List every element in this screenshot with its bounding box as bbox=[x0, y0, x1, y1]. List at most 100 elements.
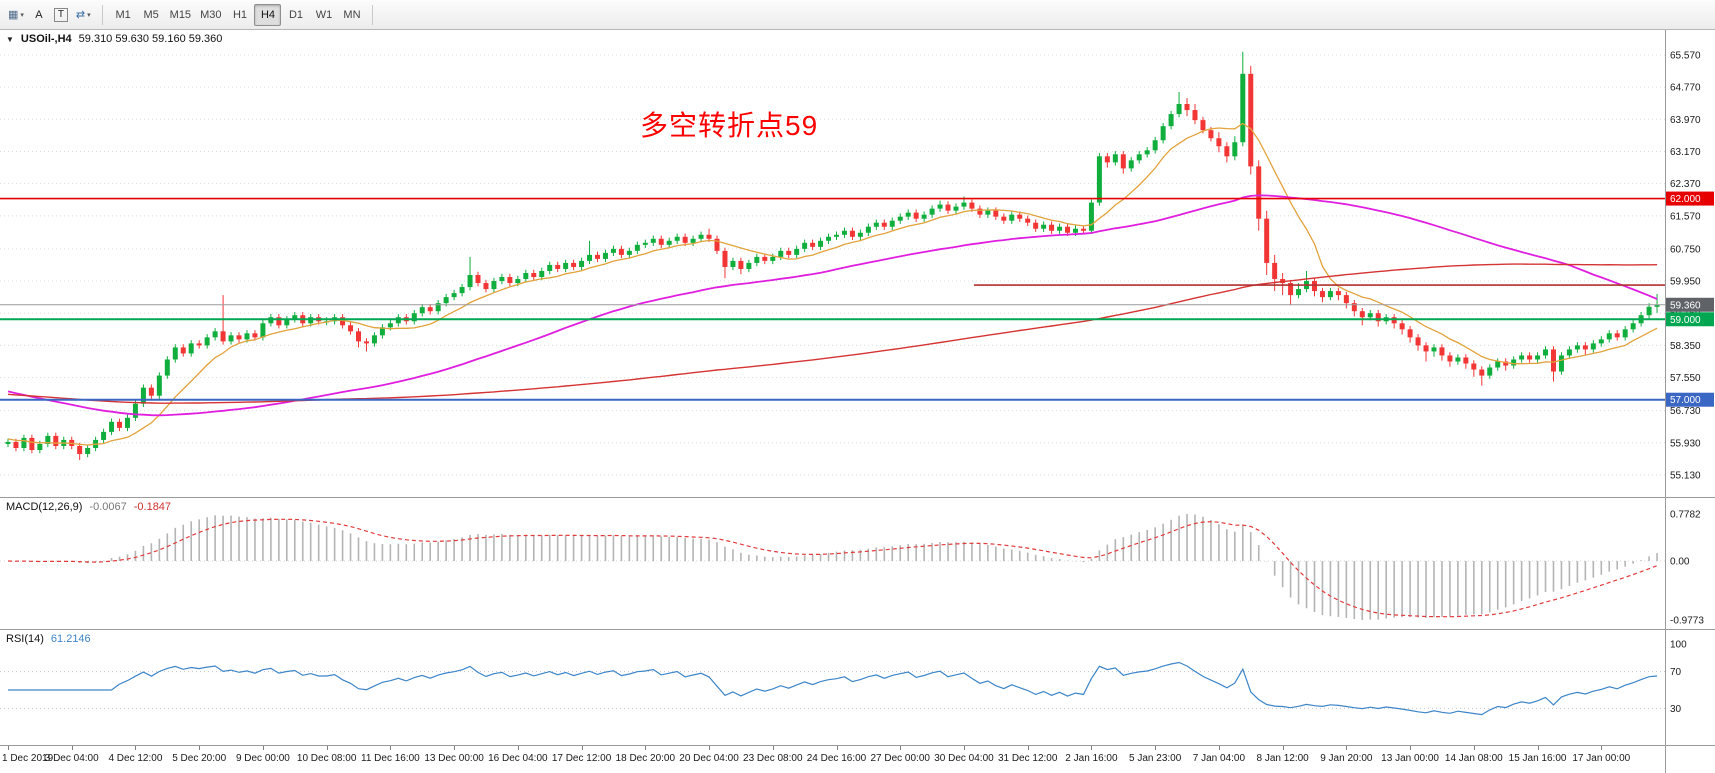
time-axis-label: 15 Jan 16:00 bbox=[1508, 753, 1567, 764]
time-axis-label: 13 Dec 00:00 bbox=[424, 753, 484, 764]
text-tool-icon[interactable]: T bbox=[50, 4, 72, 26]
time-axis-label: 18 Dec 20:00 bbox=[615, 753, 676, 764]
time-tick bbox=[645, 746, 647, 750]
cycle-arrows-icon-glyph: ⇄ bbox=[75, 9, 86, 21]
rsi-axis-label: 30 bbox=[1670, 704, 1682, 715]
price-tag-59.000: 59.000 bbox=[1666, 312, 1714, 327]
svg-text:59.360: 59.360 bbox=[1670, 300, 1701, 311]
timeframe-button-m5[interactable]: M5 bbox=[143, 8, 159, 21]
time-axis-label: 17 Dec 12:00 bbox=[551, 753, 612, 764]
svg-text:62.000: 62.000 bbox=[1670, 194, 1701, 205]
time-axis-label: 5 Jan 23:00 bbox=[1129, 753, 1182, 764]
macd-canvas[interactable]: 0.7782 0.00 -0.9773 bbox=[0, 498, 1715, 630]
timeframe-button-mn[interactable]: MN bbox=[343, 8, 361, 21]
rsi-line bbox=[8, 661, 1658, 716]
time-axis-label: 5 Dec 20:00 bbox=[172, 753, 227, 764]
time-axis-label: 11 Dec 16:00 bbox=[361, 753, 420, 764]
price-axis-label: 64.770 bbox=[1670, 83, 1701, 94]
time-axis-label: 9 Jan 20:00 bbox=[1320, 753, 1373, 764]
time-axis-label: 16 Dec 04:00 bbox=[488, 753, 548, 764]
main-chart-panel: 65.570 64.770 63.970 63.170 62.370 61.570 60.7… bbox=[0, 30, 1715, 497]
text-tool-icon-glyph: T bbox=[53, 7, 68, 22]
time-tick bbox=[709, 746, 711, 750]
chart-window-icon-glyph: ▦ bbox=[8, 9, 19, 21]
time-axis-label: 1 Dec 2019 bbox=[2, 753, 54, 764]
price-axis-label: 57.550 bbox=[1670, 373, 1701, 384]
macd-histogram bbox=[15, 514, 1658, 620]
time-axis-label: 10 Dec 08:00 bbox=[296, 753, 357, 764]
time-axis-label: 2 Jan 16:00 bbox=[1065, 753, 1118, 764]
time-tick bbox=[326, 746, 328, 750]
timeframe-button-h1[interactable]: H1 bbox=[232, 8, 247, 21]
time-axis-label: 27 Dec 00:00 bbox=[870, 753, 930, 764]
time-tick bbox=[7, 746, 9, 750]
price-axis-label: 62.370 bbox=[1670, 179, 1701, 190]
price-tag-62.000: 62.000 bbox=[1666, 191, 1714, 206]
time-tick bbox=[581, 746, 583, 750]
ma-slow-line bbox=[7, 263, 1658, 404]
time-tick bbox=[1601, 746, 1603, 750]
time-tick bbox=[772, 746, 774, 750]
time-tick bbox=[1027, 746, 1029, 750]
time-tick bbox=[454, 746, 456, 750]
time-tick bbox=[900, 746, 902, 750]
price-axis-label: 65.570 bbox=[1670, 50, 1701, 61]
timeframe-button-m15[interactable]: M15 bbox=[169, 8, 192, 21]
time-tick bbox=[135, 746, 137, 750]
time-axis-label: 7 Jan 04:00 bbox=[1192, 753, 1246, 764]
time-axis-label: 8 Jan 12:00 bbox=[1256, 753, 1309, 764]
time-tick bbox=[262, 746, 264, 750]
time-axis-label: 20 Dec 04:00 bbox=[679, 753, 739, 764]
chart-annotation: 多空转折点59 bbox=[640, 110, 819, 141]
toolbar-icon-group: ▦ ▾ A T ⇄ ▾ bbox=[4, 4, 95, 26]
time-axis-label: 24 Dec 16:00 bbox=[806, 753, 867, 764]
timeframe-button-d1[interactable]: D1 bbox=[288, 8, 303, 21]
time-axis-label: 4 Dec 12:00 bbox=[108, 753, 163, 764]
time-tick bbox=[517, 746, 519, 750]
timeframe-button-w1[interactable]: W1 bbox=[315, 8, 333, 21]
macd-axis-label: 0.7782 bbox=[1670, 510, 1701, 521]
timeframe-button-h4[interactable]: H4 bbox=[254, 3, 282, 26]
time-tick bbox=[1537, 746, 1539, 750]
time-axis-label: 14 Jan 08:00 bbox=[1444, 753, 1503, 764]
macd-axis-label: 0.00 bbox=[1670, 557, 1690, 568]
price-axis-label: 63.170 bbox=[1670, 147, 1701, 158]
time-axis-label: 17 Jan 00:00 bbox=[1572, 753, 1631, 764]
rsi-canvas[interactable]: 100 70 30 bbox=[0, 630, 1715, 746]
time-tick bbox=[1091, 746, 1093, 750]
time-tick bbox=[836, 746, 838, 750]
cycle-arrows-icon[interactable]: ⇄ ▾ bbox=[72, 4, 95, 26]
price-axis-label: 59.950 bbox=[1670, 277, 1701, 288]
svg-text:57.000: 57.000 bbox=[1670, 395, 1701, 406]
price-axis-label: 55.930 bbox=[1670, 438, 1701, 449]
time-tick bbox=[1282, 746, 1284, 750]
price-tag-59.360: 59.360 bbox=[1666, 297, 1714, 312]
toolbar-separator bbox=[372, 4, 374, 25]
dropdown-caret-icon: ▾ bbox=[87, 11, 91, 19]
time-tick bbox=[1218, 746, 1220, 750]
time-tick bbox=[1346, 746, 1348, 750]
time-axis-label: 9 Dec 00:00 bbox=[235, 753, 290, 764]
time-tick bbox=[1155, 746, 1157, 750]
time-tick bbox=[71, 746, 73, 750]
macd-axis-label: -0.9773 bbox=[1670, 616, 1704, 627]
macd-panel: 0.7782 0.00 -0.9773 MACD(12,26,9) -0.0067 … bbox=[0, 497, 1715, 630]
price-grid bbox=[0, 54, 1665, 476]
time-axis-label: 30 Dec 04:00 bbox=[934, 753, 994, 764]
timeframe-button-m1[interactable]: M1 bbox=[115, 8, 131, 21]
axis-corner-line bbox=[1665, 746, 1666, 773]
toolbar: ▦ ▾ A T ⇄ ▾ M1 M5 M15 M30 H1 H4 D1 W1 MN bbox=[0, 0, 1715, 30]
annotate-a-icon[interactable]: A bbox=[28, 4, 50, 26]
chart-window-icon[interactable]: ▦ ▾ bbox=[4, 4, 28, 26]
time-axis[interactable]: 1 Dec 2019 3 Dec 04:00 4 Dec 12:00 5 Dec 20… bbox=[0, 745, 1715, 773]
ma-medium-line bbox=[7, 194, 1658, 417]
ma-fast-line bbox=[7, 122, 1658, 446]
time-tick bbox=[963, 746, 965, 750]
time-tick bbox=[1410, 746, 1412, 750]
time-axis-label: 13 Jan 00:00 bbox=[1381, 753, 1439, 764]
timeframe-button-m30[interactable]: M30 bbox=[200, 8, 222, 21]
svg-text:59.000: 59.000 bbox=[1670, 315, 1701, 326]
time-tick bbox=[390, 746, 392, 750]
price-chart-canvas[interactable]: 65.570 64.770 63.970 63.170 62.370 61.570 60.7… bbox=[0, 30, 1715, 497]
